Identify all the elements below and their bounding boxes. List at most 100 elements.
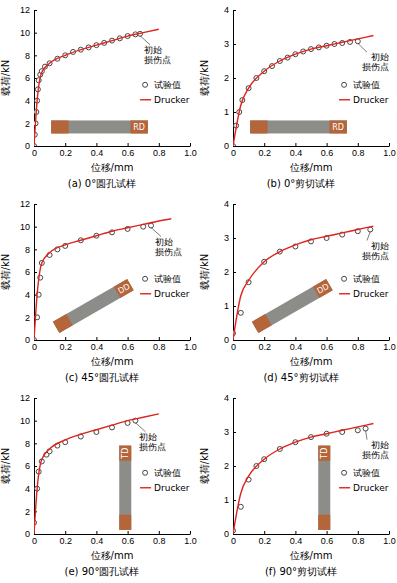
x-tick-label: 0.2	[59, 342, 72, 352]
y-tick: 8	[25, 51, 37, 61]
x-tick-label: 0.6	[122, 342, 135, 352]
legend-symbol	[339, 487, 350, 488]
annotation-leader	[358, 43, 367, 52]
x-tick-mark	[295, 143, 296, 146]
grip	[318, 515, 330, 530]
x-tick: 0.6	[321, 531, 334, 546]
y-axis-title: 载荷/kN	[199, 254, 210, 291]
y-tick: 6	[25, 73, 37, 83]
plot-data	[233, 424, 373, 535]
grip	[252, 314, 272, 333]
legend-label: 试验值	[154, 80, 181, 90]
y-tick-mark	[233, 78, 236, 79]
y-tick-label: 3	[224, 233, 229, 243]
y-tick-label: 2	[224, 73, 229, 83]
legend-item: Drucker	[140, 483, 190, 493]
y-tick-mark	[233, 146, 236, 147]
legend-item: 试验值	[342, 80, 381, 90]
x-tick-mark	[96, 143, 97, 146]
x-tick-mark	[128, 337, 129, 340]
x-tick-mark	[96, 531, 97, 534]
x-tick-label: 0.6	[122, 148, 135, 158]
legend-item: 试验值	[143, 468, 182, 478]
x-tick-label: 0.4	[290, 148, 303, 158]
y-tick-mark	[233, 466, 236, 467]
y-axis: 01234	[224, 393, 236, 539]
x-axis: 00.20.40.60.81.0	[32, 337, 197, 352]
y-tick: 3	[224, 427, 236, 437]
x-tick: 1.0	[184, 337, 197, 352]
y-tick-label: 1	[224, 495, 229, 505]
model-line	[233, 424, 373, 535]
model-line	[34, 219, 171, 340]
y-tick-mark	[233, 238, 236, 239]
x-tick-label: 0.8	[153, 342, 166, 352]
x-tick: 0.8	[153, 143, 166, 158]
model-line	[34, 414, 159, 534]
x-tick-mark	[358, 143, 359, 146]
y-tick-mark	[34, 227, 37, 228]
inset-photo: DD	[252, 279, 333, 333]
y-tick-label: 0	[25, 335, 30, 345]
x-tick-label: 1.0	[184, 536, 197, 546]
grip	[318, 446, 330, 461]
inset-label: TD	[121, 448, 130, 460]
legend-symbol	[342, 276, 347, 281]
y-tick-label: 0	[25, 141, 30, 151]
x-axis-line	[234, 340, 390, 341]
x-tick-label: 1.0	[383, 342, 396, 352]
specimen	[318, 446, 330, 530]
y-tick-mark	[233, 272, 236, 273]
x-tick-label: 0.6	[122, 536, 135, 546]
y-tick-label: 8	[25, 439, 30, 449]
y-tick-mark	[233, 112, 236, 113]
y-tick-label: 0	[25, 529, 30, 539]
caption: (d) 45°剪切试样	[263, 372, 338, 383]
y-tick-mark	[233, 44, 236, 45]
x-tick-mark	[327, 143, 328, 146]
x-tick: 0.4	[290, 337, 303, 352]
y-tick: 0	[25, 141, 37, 151]
x-tick: 0.4	[91, 337, 104, 352]
x-tick-label: 0.2	[258, 342, 271, 352]
y-tick: 8	[25, 245, 37, 255]
x-tick-mark	[389, 531, 390, 534]
x-tick-label: 0.2	[59, 148, 72, 158]
model-line	[233, 36, 373, 147]
y-tick-mark	[34, 534, 37, 535]
y-tick-label: 1	[224, 107, 229, 117]
y-tick-mark	[233, 204, 236, 205]
y-tick-label: 2	[25, 313, 30, 323]
legend-item: Drucker	[140, 289, 190, 299]
x-tick-label: 0	[231, 342, 236, 352]
x-tick-mark	[264, 337, 265, 340]
legend-item: Drucker	[140, 95, 190, 105]
x-tick-mark	[327, 337, 328, 340]
x-tick-label: 0.8	[153, 148, 166, 158]
y-tick-label: 2	[25, 119, 30, 129]
y-tick-label: 2	[224, 267, 229, 277]
x-tick-label: 0.6	[321, 536, 334, 546]
x-tick-label: 0	[32, 536, 37, 546]
y-tick: 1	[224, 301, 236, 311]
annotation-leader	[367, 232, 370, 241]
y-tick-label: 4	[25, 290, 30, 300]
x-tick-label: 0.6	[321, 342, 334, 352]
x-tick: 0.2	[59, 337, 72, 352]
grip	[51, 120, 68, 133]
x-tick: 0.8	[352, 531, 365, 546]
y-tick: 10	[20, 416, 37, 426]
x-axis-title: 位移/mm	[91, 356, 134, 367]
x-axis: 0 0.2 0.4 0.6 0.8 1.0	[231, 337, 396, 352]
y-tick-mark	[233, 10, 236, 11]
y-tick-mark	[34, 340, 37, 341]
annotation-leader	[140, 36, 150, 45]
panel: RD00.20.40.60.81.001234初始损伤点试验值Drucker位移…	[199, 5, 396, 189]
test-point	[355, 428, 360, 433]
y-tick-label: 1	[224, 301, 229, 311]
legend-label: 试验值	[154, 274, 181, 284]
y-tick-mark	[233, 340, 236, 341]
y-tick-label: 2	[224, 461, 229, 471]
x-tick: 0.8	[352, 143, 365, 158]
x-tick-label: 0.8	[352, 342, 365, 352]
